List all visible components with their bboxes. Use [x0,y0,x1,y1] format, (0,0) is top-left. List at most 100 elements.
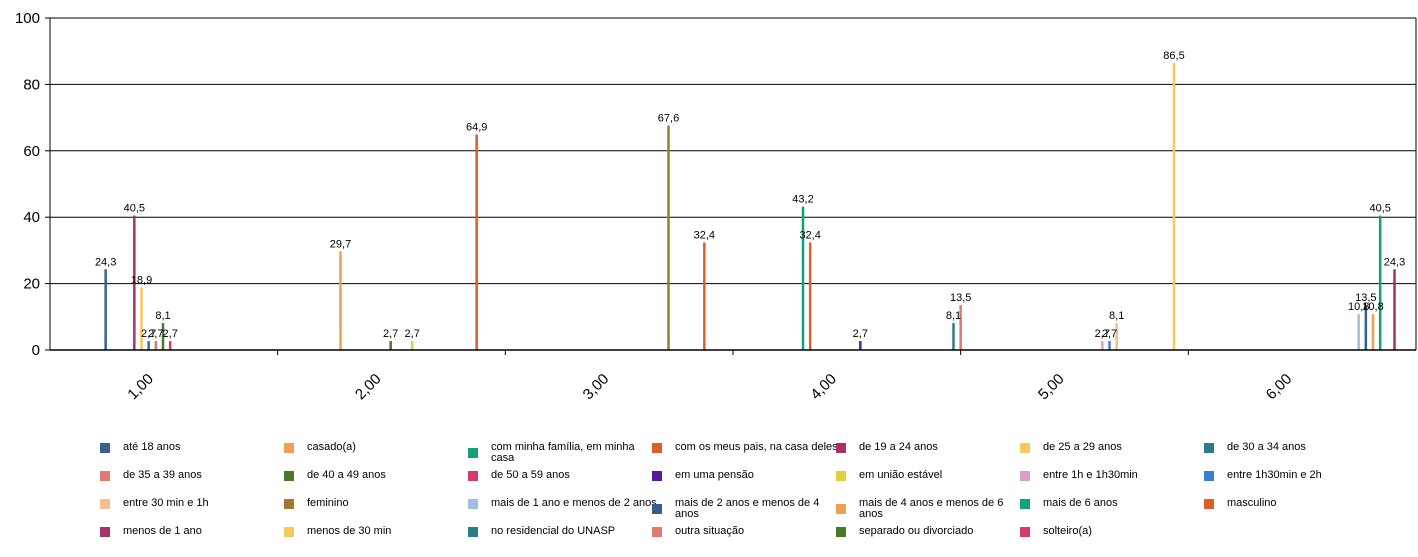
bar [410,341,414,350]
legend-swatch [468,470,478,481]
data-label: 24,3 [95,256,116,268]
legend-swatch [284,526,294,537]
y-axis-ticks: 0 20 40 60 80 100 [15,10,40,359]
legend-swatch [1020,442,1030,453]
x-tick-label: 1,00 [124,370,157,403]
legend-label: em união estável [859,469,943,481]
legend-item: com minha família, em minha casa [468,442,658,464]
legend-label: entre 1h30min e 2h [1227,469,1322,481]
bar [1115,323,1118,350]
legend-swatch [1020,498,1030,509]
legend-label: outra situação [675,525,745,537]
legend-swatch [100,442,110,453]
legend-label: em uma pensão [675,469,754,481]
legend-label: de 19 a 24 anos [859,441,938,453]
legend-item: mais de 4 anos e menos de 6 anos [836,498,1026,520]
legend-swatch [100,498,110,509]
bar [808,242,812,350]
bar [1371,314,1375,350]
bar [1172,62,1176,350]
legend-label: de 40 a 49 anos [307,469,386,481]
legend-label: menos de 1 ano [123,525,202,537]
legend-label: mais de 6 anos [1043,497,1118,509]
legend-item: de 40 a 49 anos [284,470,474,481]
legend-label: mais de 1 ano e menos de 2 anos [491,497,657,509]
bar [140,287,143,350]
data-label: 2,7 [141,328,156,340]
data-label: 2,7 [405,328,420,340]
data-label: 2,7 [1095,328,1110,340]
legend-item: solteiro(a) [1020,526,1210,537]
legend-label: no residencial do UNASP [491,525,616,537]
data-label: 2,7 [1102,328,1117,340]
legend-item: mais de 1 ano e menos de 2 anos [468,498,658,509]
legend-swatch [1020,470,1030,481]
bar [161,323,165,350]
legend-swatch [100,526,110,537]
x-tick-label: 6,00 [1263,370,1296,403]
data-label: 8,1 [1109,310,1124,322]
bar [168,341,172,350]
bar [1101,341,1104,350]
y-tick-label: 40 [23,209,40,226]
data-label: 8,1 [946,310,961,322]
legend-label: com os meus pais, na casa deles [675,441,838,453]
data-label: 40,5 [1369,203,1390,215]
data-label: 29,7 [330,238,351,250]
legend-swatch [1204,442,1214,453]
legend-swatch [1204,498,1214,509]
data-label: 2,7 [853,328,868,340]
legend-item: entre 1h e 1h30min [1020,470,1210,481]
legend-item: casado(a) [284,442,474,453]
legend-label: até 18 anos [123,441,181,453]
bar [859,341,862,350]
bar [703,242,706,350]
data-label: 67,6 [658,113,679,125]
axes [49,18,1417,351]
legend-swatch [1020,526,1030,537]
legend-label: de 50 a 59 anos [491,469,570,481]
legend-label: de 30 a 34 anos [1227,441,1306,453]
data-labels: 24,329,743,232,440,518,92,72,78,12,72,7 2… [95,50,1405,340]
legend-label: de 35 a 39 anos [123,469,202,481]
legend-swatch [836,504,846,514]
legend-swatch [468,526,478,537]
legend-item: outra situação [652,526,842,537]
data-label: 32,4 [799,229,820,241]
y-tick-label: 0 [32,342,40,359]
legend-swatch [836,470,846,481]
data-label: 13,5 [1355,292,1376,304]
bar [959,305,962,350]
bar [133,215,136,350]
bar [1364,305,1368,350]
legend-swatch [836,442,846,453]
bar [1108,341,1111,350]
bar [952,323,955,350]
data-label: 2,7 [163,328,178,340]
legend-label: de 25 a 29 anos [1043,441,1122,453]
legend-item: menos de 1 ano [100,526,290,537]
x-tick-label: 2,00 [352,370,385,403]
legend: até 18 anos casado(a) com minha família, e… [100,438,1418,557]
data-label: 32,4 [694,229,715,241]
legend-item: entre 30 min e 1h [100,498,290,509]
bar [667,125,670,351]
bar [1393,269,1396,350]
data-label: 2,7 [148,328,163,340]
legend-swatch [652,470,662,481]
legend-swatch [468,448,478,458]
data-label: 86,5 [1163,50,1184,62]
bar [1378,215,1382,350]
legend-item: até 18 anos [100,442,290,453]
bar [1357,314,1360,350]
legend-item: em união estável [836,470,1026,481]
y-tick-label: 60 [23,143,40,160]
bar [104,269,107,350]
legend-item: masculino [1204,498,1394,509]
data-label: 13,5 [950,292,971,304]
legend-item: entre 1h30min e 2h [1204,470,1394,481]
data-label: 24,3 [1384,256,1405,268]
legend-item: com os meus pais, na casa deles [652,442,842,453]
legend-label: com minha família, em minha casa [491,441,635,464]
legend-item: separado ou divorciado [836,526,1026,537]
